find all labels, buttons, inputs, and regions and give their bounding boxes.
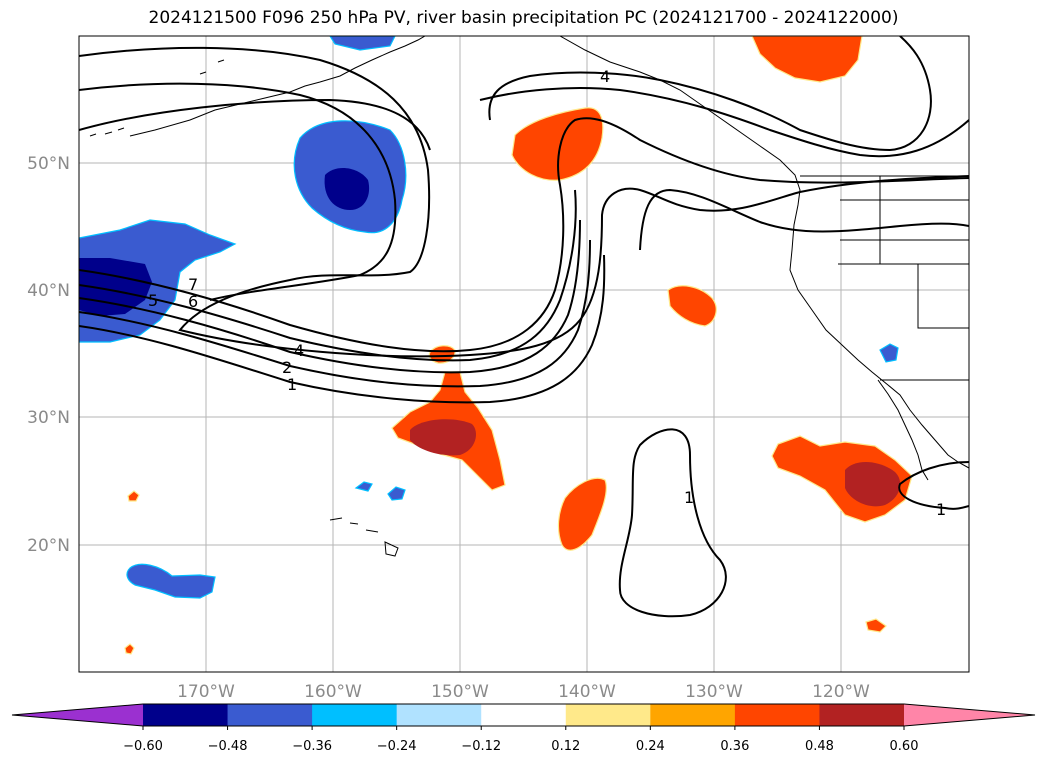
pv-contour-7 xyxy=(79,239,591,388)
coastline-alaska-peninsula xyxy=(129,36,426,137)
coastline-gulf-alaska-bc xyxy=(559,36,969,469)
longitude-labels: 170°W 160°W 150°W 140°W 130°W 120°W xyxy=(177,682,870,702)
precip-blob-small-blue-1 xyxy=(387,486,406,501)
colorbar-tick-label: 0.24 xyxy=(636,739,665,754)
lon-label-130w: 130°W xyxy=(685,682,743,702)
coastlines xyxy=(89,36,969,557)
positive-precip-blobs xyxy=(124,36,913,655)
precip-blob-california-blue xyxy=(879,343,899,363)
colorbar-segment xyxy=(565,704,651,726)
precip-core-baja-dark xyxy=(845,461,901,507)
lon-label-170w: 170°W xyxy=(177,682,235,702)
pv-contour-4-north xyxy=(479,87,969,158)
map-border xyxy=(78,35,970,673)
precip-blob-gulf-alaska-orange xyxy=(511,107,604,181)
colorbar-extend-max xyxy=(904,704,1035,726)
pv-contour-3 xyxy=(79,98,431,151)
pv-contour-north-ridge xyxy=(488,36,932,152)
contour-label: 7 xyxy=(188,275,198,294)
aleutian-islands xyxy=(89,59,225,137)
precip-blob-alaska-blue xyxy=(329,36,396,51)
precip-blob-southern-orange xyxy=(557,477,607,551)
colorbar-segment xyxy=(650,704,736,726)
pv-contours xyxy=(79,36,969,618)
pv-contour-baja-1 xyxy=(898,461,969,510)
pv-contour-4-lower xyxy=(79,117,969,353)
contour-label: 4 xyxy=(600,67,610,86)
colorbar-tick-label: 0.12 xyxy=(551,739,580,754)
colorbar-segment xyxy=(396,704,482,726)
hawaii-islands xyxy=(329,517,399,557)
contour-label: 4 xyxy=(294,341,304,360)
precip-blob-small-blue-2 xyxy=(354,481,373,492)
contour-label: 5 xyxy=(148,291,158,310)
pv-contour-labels: 7 6 5 4 2 1 4 1 1 xyxy=(148,67,946,519)
colorbar-segment xyxy=(312,704,398,726)
pv-contour-closed-low xyxy=(618,428,727,618)
latitude-labels: 20°N 30°N 40°N 50°N xyxy=(27,154,70,556)
precip-blob-bc-orange xyxy=(751,36,863,83)
precip-blob-tiny-2 xyxy=(124,643,135,655)
colorbar-segment xyxy=(481,704,567,726)
pv-contour-8 xyxy=(79,254,606,404)
colorbar-extend-min xyxy=(12,704,143,726)
coastline-baja xyxy=(877,379,929,481)
colorbar-segment xyxy=(734,704,820,726)
contour-label: 1 xyxy=(287,375,297,394)
precip-blob-tiny-1 xyxy=(127,490,140,502)
lat-label-40: 40°N xyxy=(27,281,70,301)
lon-label-120w: 120°W xyxy=(812,682,870,702)
pv-contour-6 xyxy=(79,219,581,374)
contour-label: 2 xyxy=(282,358,292,377)
precip-blob-hawaii-south-blue xyxy=(126,563,216,599)
colorbar-segment xyxy=(227,704,313,726)
colorbar-segment xyxy=(819,704,905,726)
colorbar-tick-label: −0.12 xyxy=(461,739,501,754)
colorbar-tick-label: −0.36 xyxy=(292,739,332,754)
precip-blob-offshore-orange xyxy=(667,285,717,327)
lon-label-150w: 150°W xyxy=(431,682,489,702)
colorbar-tick-label: −0.60 xyxy=(123,739,163,754)
colorbar-tick-label: 0.36 xyxy=(720,739,749,754)
border-states-1 xyxy=(838,176,969,381)
colorbar-tick-label: 0.48 xyxy=(805,739,834,754)
contour-label: 1 xyxy=(936,500,946,519)
lat-label-50: 50°N xyxy=(27,154,70,174)
pv-contour-2 xyxy=(79,82,397,301)
colorbar-tick-label: 0.60 xyxy=(890,739,919,754)
colorbar-tick-label: −0.24 xyxy=(377,739,417,754)
lat-label-30: 30°N xyxy=(27,408,70,428)
contour-label: 6 xyxy=(188,292,198,311)
colorbar-tick-label: −0.48 xyxy=(208,739,248,754)
lon-label-140w: 140°W xyxy=(558,682,616,702)
map-title: 2024121500 F096 250 hPa PV, river basin … xyxy=(148,8,899,28)
colorbar-segment xyxy=(143,704,229,726)
precip-blob-tiny-3 xyxy=(865,618,887,633)
pv-contour-5 xyxy=(79,189,577,362)
pv-contour-eastern-ridge xyxy=(639,188,969,251)
colorbar: −0.60 −0.48 −0.36 −0.24 −0.12 0.12 0.24 0.36 0.4… xyxy=(11,703,1036,754)
lon-label-160w: 160°W xyxy=(304,682,362,702)
lat-label-20: 20°N xyxy=(27,536,70,556)
precip-core-north-pacific-dark xyxy=(324,167,370,210)
precip-core-central-pacific-dark xyxy=(410,419,476,456)
contour-label: 1 xyxy=(684,488,694,507)
